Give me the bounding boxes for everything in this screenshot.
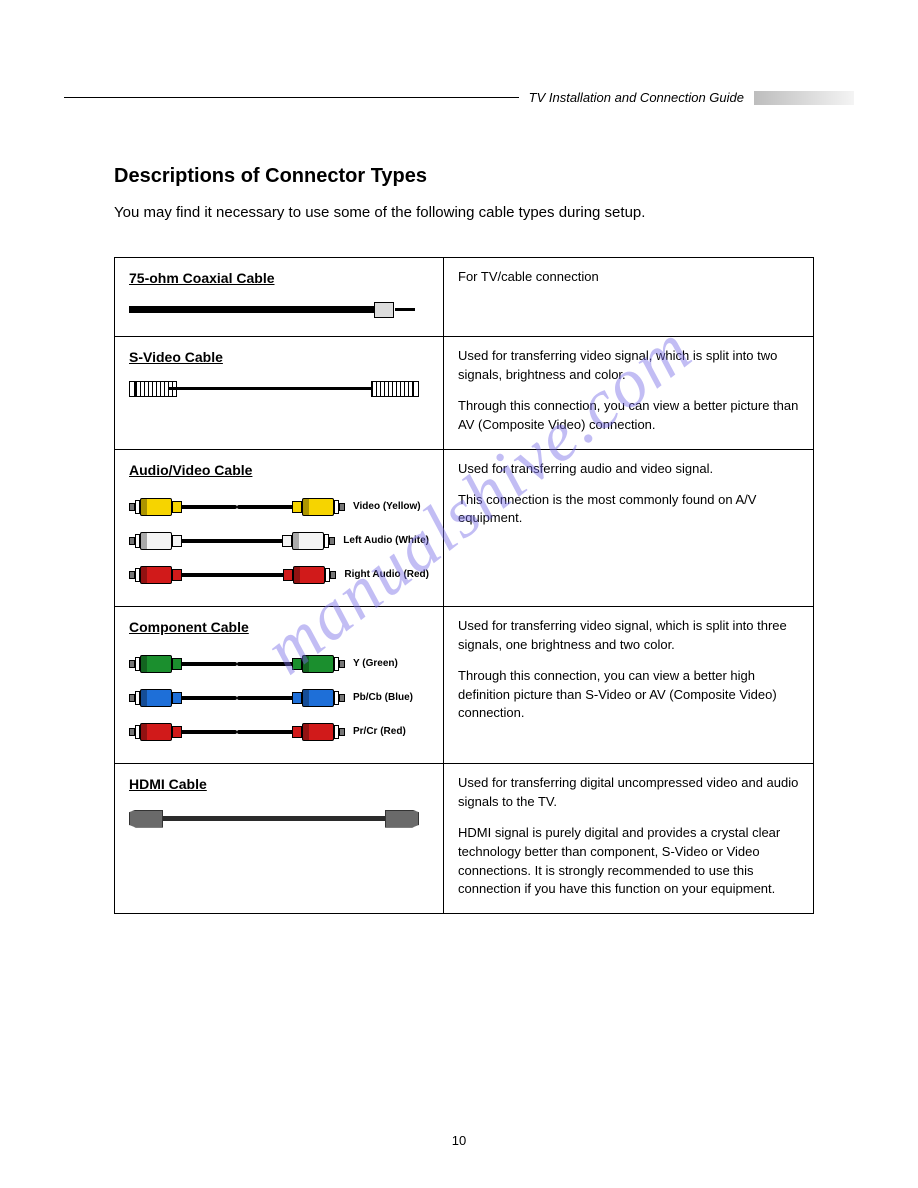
coax-cable-icon	[129, 298, 419, 322]
section-title: Descriptions of Connector Types	[114, 165, 854, 188]
rca-row: Video (Yellow)	[129, 490, 429, 524]
rca-wire-icon	[182, 649, 292, 679]
rca-label: Pr/Cr (Red)	[353, 725, 406, 740]
header-rule-line	[64, 97, 519, 98]
rca-row: Left Audio (White)	[129, 524, 429, 558]
header-guide-title: TV Installation and Connection Guide	[519, 90, 754, 105]
rca-row: Pr/Cr (Red)	[129, 715, 429, 749]
cable-name-svideo: S-Video Cable	[129, 347, 429, 367]
cable-name-component: Component Cable	[129, 617, 429, 637]
rca-wire-icon	[182, 526, 282, 556]
rca-plug-icon	[292, 723, 345, 741]
page-number: 10	[0, 1133, 918, 1148]
rca-row: Y (Green)	[129, 647, 429, 681]
rca-plug-icon	[129, 655, 182, 673]
cable-cell-svideo: S-Video Cable	[115, 337, 444, 449]
rca-row: Pb/Cb (Blue)	[129, 681, 429, 715]
cable-cell-hdmi: HDMI Cable	[115, 764, 444, 914]
desc-text: Used for transferring digital uncompress…	[458, 774, 799, 812]
cable-desc-component: Used for transferring video signal, whic…	[444, 606, 814, 763]
desc-text: For TV/cable connection	[458, 268, 799, 287]
component-cable-icon: Y (Green) Pb/Cb (Blue) Pr/Cr (Red)	[129, 647, 429, 749]
rca-wire-icon	[182, 492, 292, 522]
rca-plug-icon	[283, 566, 336, 584]
desc-text: This connection is the most commonly fou…	[458, 491, 799, 529]
rca-wire-icon	[182, 560, 283, 590]
cable-desc-coax: For TV/cable connection	[444, 258, 814, 337]
table-row: HDMI Cable Used for transferring digital…	[115, 764, 814, 914]
cable-desc-svideo: Used for transferring video signal, whic…	[444, 337, 814, 449]
rca-label: Y (Green)	[353, 657, 398, 672]
cable-desc-av: Used for transferring audio and video si…	[444, 449, 814, 606]
rca-plug-icon	[282, 532, 335, 550]
rca-label: Left Audio (White)	[343, 534, 429, 549]
rca-plug-icon	[129, 689, 182, 707]
section-intro: You may find it necessary to use some of…	[114, 204, 854, 221]
rca-label: Video (Yellow)	[353, 500, 421, 515]
cable-table: 75-ohm Coaxial Cable For TV/cable connec…	[114, 257, 814, 914]
rca-plug-icon	[129, 532, 182, 550]
av-cable-icon: Video (Yellow) Left Audio (White) Right Au…	[129, 490, 429, 592]
table-row: S-Video Cable Used for transferring vide…	[115, 337, 814, 449]
rca-wire-icon	[182, 683, 292, 713]
cable-desc-hdmi: Used for transferring digital uncompress…	[444, 764, 814, 914]
page: TV Installation and Connection Guide Des…	[0, 0, 918, 1188]
rca-plug-icon	[129, 566, 182, 584]
header-gradient-bar	[754, 91, 854, 105]
desc-text: Through this connection, you can view a …	[458, 397, 799, 435]
rca-label: Pb/Cb (Blue)	[353, 691, 413, 706]
desc-text: HDMI signal is purely digital and provid…	[458, 824, 799, 899]
table-row: Component Cable Y (Green) Pb/Cb (Blue) Pr/…	[115, 606, 814, 763]
svideo-cable-icon	[129, 378, 419, 400]
rca-wire-icon	[182, 717, 292, 747]
desc-text: Used for transferring audio and video si…	[458, 460, 799, 479]
cable-cell-component: Component Cable Y (Green) Pb/Cb (Blue) Pr/…	[115, 606, 444, 763]
table-row: 75-ohm Coaxial Cable For TV/cable connec…	[115, 258, 814, 337]
rca-plug-icon	[292, 689, 345, 707]
rca-row: Right Audio (Red)	[129, 558, 429, 592]
header-rule: TV Installation and Connection Guide	[64, 90, 854, 105]
desc-text: Used for transferring video signal, whic…	[458, 617, 799, 655]
desc-text: Through this connection, you can view a …	[458, 667, 799, 724]
cable-name-coax: 75-ohm Coaxial Cable	[129, 268, 429, 288]
rca-plug-icon	[129, 498, 182, 516]
hdmi-cable-icon	[129, 805, 419, 833]
rca-label: Right Audio (Red)	[344, 568, 429, 583]
desc-text: Used for transferring video signal, whic…	[458, 347, 799, 385]
table-row: Audio/Video Cable Video (Yellow) Left Aud…	[115, 449, 814, 606]
cable-name-hdmi: HDMI Cable	[129, 774, 429, 794]
rca-plug-icon	[129, 723, 182, 741]
cable-name-av: Audio/Video Cable	[129, 460, 429, 480]
rca-plug-icon	[292, 498, 345, 516]
rca-plug-icon	[292, 655, 345, 673]
cable-cell-av: Audio/Video Cable Video (Yellow) Left Aud…	[115, 449, 444, 606]
cable-cell-coax: 75-ohm Coaxial Cable	[115, 258, 444, 337]
